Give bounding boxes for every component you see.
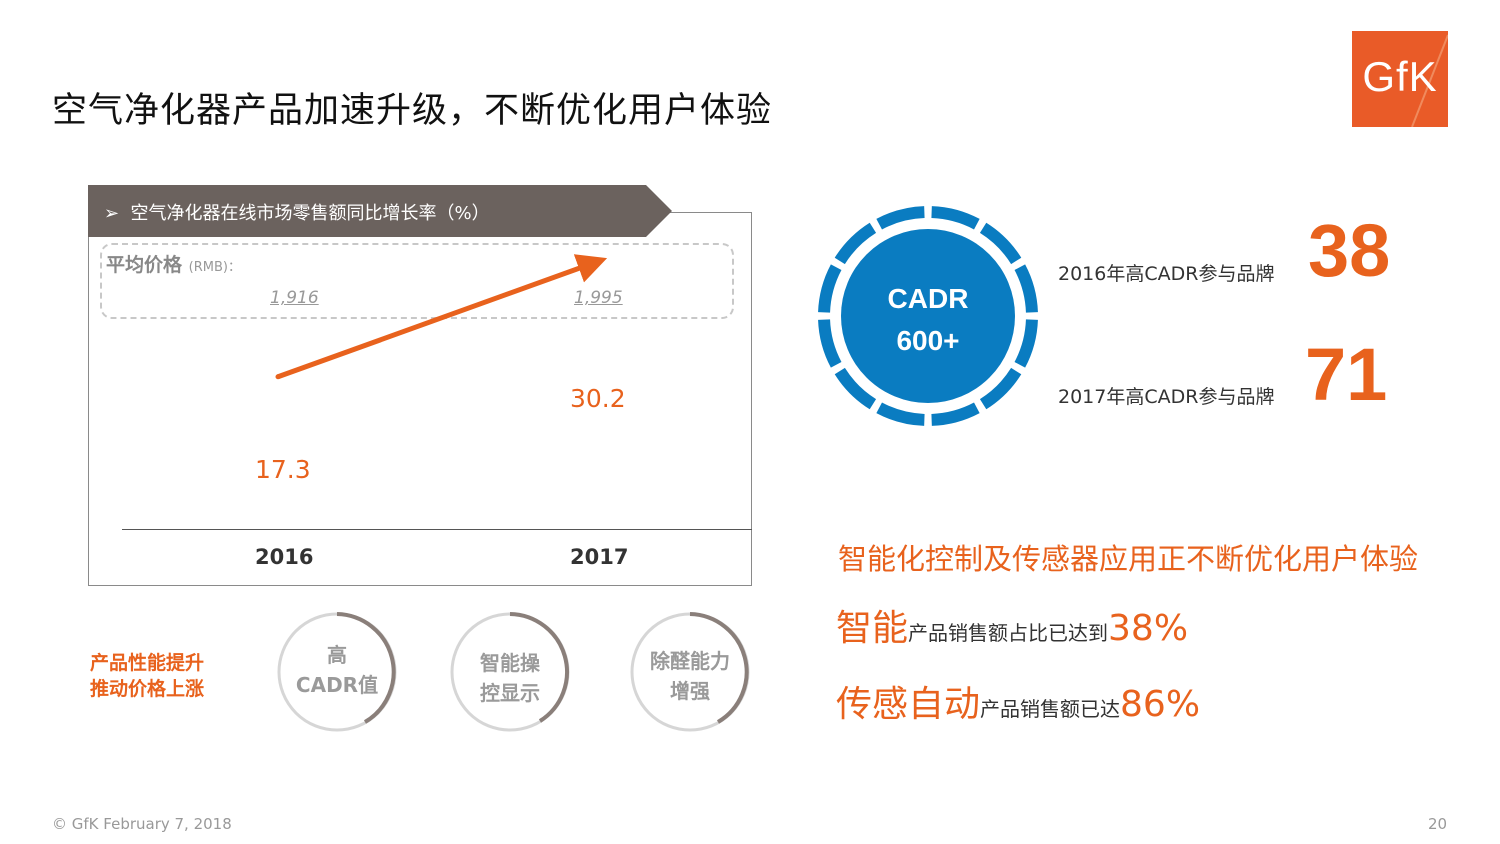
feature-circle-2 — [450, 612, 570, 732]
insight-1-big: 智能 — [836, 608, 909, 649]
cadr-ring — [818, 206, 1038, 426]
data-label-2017: 30.2 — [570, 384, 626, 413]
ring-segment — [979, 367, 1022, 410]
arrow-bullet-icon: ➢ — [104, 203, 131, 224]
ring-segment — [1014, 319, 1038, 368]
feature-1-line1: 高 — [327, 643, 347, 667]
ring-segment — [876, 206, 925, 230]
page-title: 空气净化器产品加速升级，不断优化用户体验 — [52, 91, 773, 131]
price-box — [100, 243, 734, 319]
x-axis — [122, 529, 752, 530]
insight-2-value: 86% — [1120, 684, 1201, 725]
cadr-line1: CADR — [887, 283, 969, 314]
feature-text-1: 高 CADR值 — [277, 640, 397, 700]
feature-text-3: 除醛能力 增强 — [630, 646, 750, 706]
cadr-line2: 600+ — [896, 325, 960, 356]
feature-3-line2: 增强 — [670, 679, 710, 703]
brand-2017-value: 71 — [1305, 333, 1388, 416]
page-number: 20 — [1428, 815, 1448, 833]
chart-title: 空气净化器在线市场零售额同比增长率（%） — [130, 203, 490, 224]
data-point-2016 — [275, 374, 281, 380]
x-tick-2017: 2017 — [570, 545, 629, 569]
insight-2-big: 传感自动 — [836, 684, 981, 725]
ring-segment — [818, 319, 842, 368]
brand-2016-label: 2016年高CADR参与品牌 — [1058, 263, 1275, 285]
price-2016: 1,916 — [270, 288, 319, 308]
price-2017: 1,995 — [574, 288, 623, 308]
brand-2017-label: 2017年高CADR参与品牌 — [1058, 386, 1275, 408]
insight-2-small: 产品销售额已达 — [980, 697, 1121, 721]
insight-line-2: 传感自动产品销售额已达86% — [836, 680, 1200, 736]
cadr-center-circle — [841, 229, 1015, 403]
feature-1-line2: CADR值 — [295, 673, 379, 697]
price-label: 平均价格 (RMB)： — [106, 250, 241, 277]
x-tick-2016: 2016 — [255, 545, 314, 569]
feature-2-line2: 控显示 — [480, 681, 540, 705]
price-unit: (RMB)： — [188, 260, 241, 275]
feature-circles — [277, 612, 750, 732]
ring-segment — [818, 264, 842, 313]
footer-copyright: © GfK February 7, 2018 — [52, 815, 232, 833]
panel-header-text: ➢ 空气净化器在线市场零售额同比增长率（%） — [104, 199, 490, 225]
performance-label-line2: 推动价格上涨 — [90, 678, 205, 700]
price-label-text: 平均价格 — [106, 254, 183, 276]
panel-header-bar — [88, 185, 672, 237]
performance-label: 产品性能提升 推动价格上涨 — [90, 650, 204, 702]
insight-1-value: 38% — [1108, 608, 1189, 649]
data-point-2017 — [590, 260, 596, 266]
insight-headline: 智能化控制及传感器应用正不断优化用户体验 — [838, 542, 1419, 576]
feature-circle-3 — [630, 612, 750, 732]
insight-line-1: 智能产品销售额占比已达到38% — [836, 604, 1188, 660]
logo-text: GfK — [1362, 53, 1438, 100]
ring-segment — [931, 402, 980, 426]
brand-2016-value: 38 — [1308, 209, 1391, 292]
performance-label-line1: 产品性能提升 — [90, 652, 205, 674]
feature-text-2: 智能操 控显示 — [450, 648, 570, 708]
feature-2-line1: 智能操 — [480, 651, 540, 675]
ring-segment — [979, 222, 1022, 265]
ring-segments — [818, 206, 1038, 426]
ring-segment — [931, 206, 980, 230]
gfk-logo: GfK — [1352, 31, 1448, 127]
data-label-2016: 17.3 — [255, 455, 311, 484]
growth-series-line — [277, 254, 608, 380]
ring-segment — [834, 222, 877, 265]
feature-3-line1: 除醛能力 — [650, 649, 730, 673]
ring-segment — [876, 402, 925, 426]
cadr-text: CADR 600+ — [848, 278, 1008, 362]
feature-circle-1 — [277, 612, 397, 732]
ring-segment — [834, 367, 877, 410]
ring-segment — [1014, 264, 1038, 313]
growth-chart — [275, 254, 608, 380]
insight-1-small: 产品销售额占比已达到 — [908, 621, 1109, 645]
